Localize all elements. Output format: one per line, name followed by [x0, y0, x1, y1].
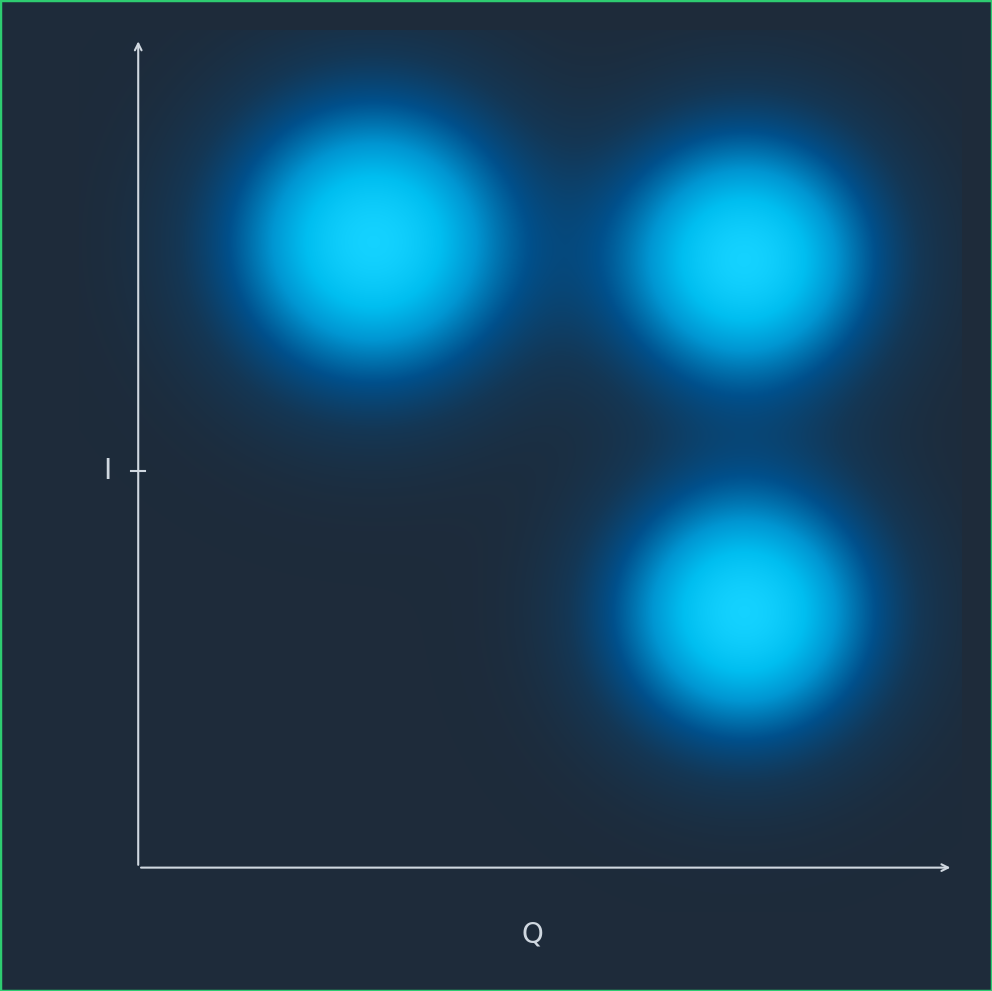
Text: I: I	[103, 457, 111, 485]
Text: Q: Q	[521, 921, 543, 948]
